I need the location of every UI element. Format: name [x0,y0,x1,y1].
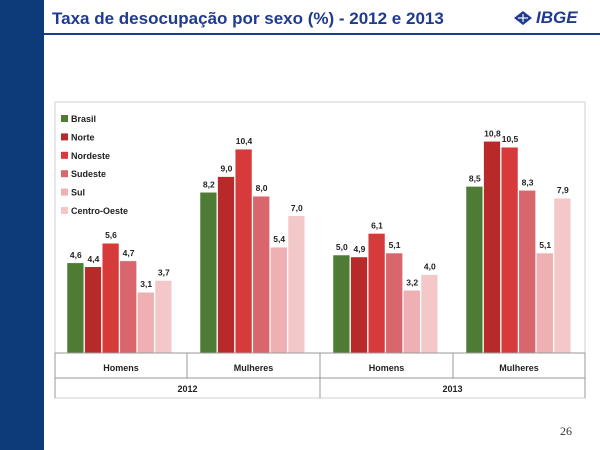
bar-data-label: 7,0 [291,203,303,213]
bar-data-label: 5,1 [389,240,401,250]
bar-data-label: 5,4 [273,234,285,244]
bar [350,256,368,354]
bar [234,148,253,354]
bar [518,190,536,354]
bar-data-label: 5,6 [105,230,117,240]
bar-data-label: 10,5 [502,134,519,144]
x-tick-label: Homens [369,363,405,373]
x-tick-label: Mulheres [234,363,274,373]
legend-label: Centro-Oeste [71,206,128,216]
bar [199,192,218,354]
x-tick-label: Mulheres [499,363,539,373]
bar-data-label: 5,0 [336,242,348,252]
bar-data-label: 6,1 [371,220,383,230]
sidebar-band [0,0,44,450]
bar [137,291,155,354]
year-group-label: 2012 [177,384,197,394]
bar-data-label: 3,2 [406,277,418,287]
bar-data-label: 10,8 [484,128,501,138]
bar [553,197,572,354]
legend-swatch [61,115,68,122]
legend-swatch [61,188,68,196]
legend-swatch [61,207,68,214]
bar-data-label: 3,7 [158,267,170,277]
legend-swatch [61,170,68,178]
slide-title: Taxa de desocupação por sexo (%) - 2012 … [52,9,444,28]
bar [332,254,351,354]
bar [536,252,554,354]
bar [66,262,85,354]
ibge-logo-icon [514,11,532,25]
bar-data-label: 4,0 [424,262,436,272]
bar [84,266,102,354]
bar [500,146,519,354]
bar-data-label: 4,6 [70,250,82,260]
bar [465,186,484,354]
bar-data-label: 4,7 [123,248,135,258]
bar [101,242,120,354]
bar [420,274,439,354]
bar [119,260,137,354]
x-tick-label: Homens [103,363,139,373]
bar-data-label: 8,3 [522,177,534,187]
legend-label: Brasil [71,114,96,124]
bar-data-label: 8,2 [203,179,215,189]
bar [483,141,501,354]
year-group-label: 2013 [442,384,462,394]
bar-data-label: 8,5 [469,173,481,183]
bar [252,195,270,354]
bar-data-label: 7,9 [557,185,569,195]
bar-data-label: 5,1 [539,240,551,250]
legend-label: Norte [71,132,95,142]
bar [270,246,288,354]
bar-data-label: 8,0 [256,183,268,193]
legend-label: Sudeste [71,169,106,179]
bar [287,215,306,354]
title-divider [44,33,600,35]
legend-label: Nordeste [71,151,110,161]
bar [154,280,173,354]
bar [403,290,421,354]
bar [217,176,235,354]
bar-data-label: 9,0 [220,164,232,174]
legend-swatch [61,133,68,141]
bar-data-label: 3,1 [140,279,152,289]
bar [367,233,386,354]
bar-data-label: 10,4 [236,136,253,146]
logo-text: IBGE [536,8,578,27]
legend-swatch [61,151,68,159]
page-number: 26 [560,424,572,438]
ibge-logo: IBGE [512,8,588,28]
bar [385,252,403,354]
bar-data-label: 4,9 [353,244,365,254]
bar-data-label: 4,4 [87,254,99,264]
legend-label: Sul [71,188,85,198]
